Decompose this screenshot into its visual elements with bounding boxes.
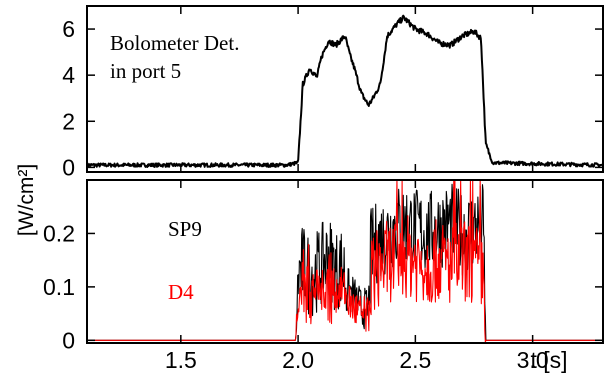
- x-tick-label: 2.0: [282, 347, 314, 373]
- y-tick-label: 4: [62, 62, 75, 88]
- x-tick-label: 1.5: [165, 347, 197, 373]
- bolometer-annotation: Bolometer Det. in port 5: [110, 31, 239, 83]
- y-tick-label: 0: [62, 154, 75, 180]
- channels-panel: 0 0.1 0.2 1.5 2.0 2.5 3.0 SP9 D4: [43, 179, 604, 373]
- series-line-d4: [87, 179, 603, 343]
- annotation-line-1: Bolometer Det.: [110, 31, 239, 55]
- series-line-sp9: [87, 183, 603, 341]
- y-axis-label: [W/cm²]: [15, 164, 38, 236]
- y-tick-label: 2: [62, 108, 75, 134]
- x-tick-label: 3.0: [517, 347, 549, 373]
- x-tick-label: 2.5: [399, 347, 431, 373]
- y-tick-label: 6: [62, 16, 75, 42]
- x-axis-label: t [s]: [530, 347, 567, 373]
- y-tick-label: 0.2: [43, 220, 75, 246]
- y-tick-label: 0: [62, 327, 75, 353]
- legend-d4: D4: [168, 280, 194, 304]
- annotation-line-2: in port 5: [110, 59, 181, 83]
- bottom-panel-frame: [86, 179, 604, 344]
- legend-sp9: SP9: [168, 217, 202, 241]
- top-panel-frame: [86, 5, 604, 173]
- y-tick-label: 0.1: [43, 274, 75, 300]
- series-line-bolometer: [86, 14, 604, 168]
- bolometer-panel: 0 2 4 6 Bolometer Det. in port 5: [62, 5, 604, 180]
